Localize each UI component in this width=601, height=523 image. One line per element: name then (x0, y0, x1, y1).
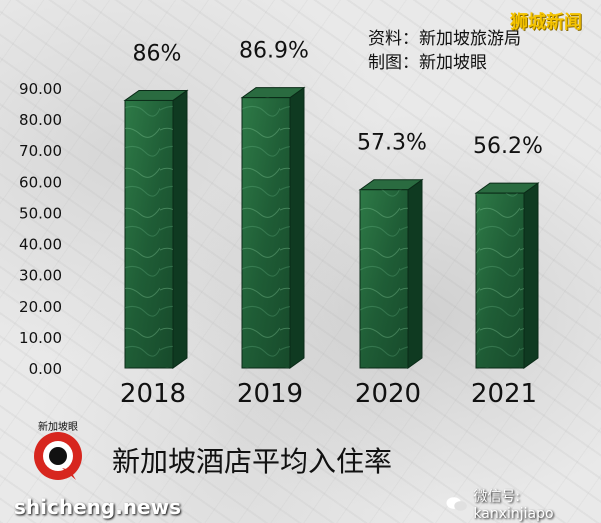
x-tick-label: 2018 (120, 379, 186, 409)
source-chart: 制图：新加坡眼 (368, 48, 487, 73)
watermark-text: 狮城新闻 (510, 12, 582, 33)
source-data: 资料：新加坡旅游局 (368, 24, 521, 49)
data-label: 56.2% (473, 134, 543, 159)
y-tick-label: 50.00 (19, 204, 62, 222)
data-label: 57.3% (357, 131, 427, 156)
bar-side (172, 89, 188, 369)
wechat-text: 微信号: kanxinjiapo (473, 489, 554, 522)
bar-2021 (474, 182, 540, 369)
wechat-icon (446, 497, 467, 511)
bar-2020 (358, 178, 424, 369)
y-tick-label: 60.00 (19, 173, 62, 191)
x-tick-label: 2021 (471, 379, 537, 409)
site-url: shicheng.news (14, 495, 181, 519)
x-tick-label: 2020 (355, 379, 421, 409)
x-tick-label: 2019 (237, 379, 303, 409)
y-tick-label: 10.00 (19, 329, 62, 347)
logo-text: 新加坡眼 (38, 420, 78, 433)
source-chart-value: 新加坡眼 (419, 53, 487, 73)
bar-texture (125, 100, 173, 368)
y-tick-label: 90.00 (19, 80, 62, 98)
y-tick-label: 80.00 (19, 111, 62, 129)
bar-side (407, 178, 423, 369)
data-label: 86% (133, 41, 182, 66)
y-tick-label: 40.00 (19, 236, 62, 254)
bar-2019 (240, 86, 306, 369)
y-tick-label: 20.00 (19, 298, 62, 316)
bar-side (289, 86, 305, 369)
source-data-value: 新加坡旅游局 (419, 29, 521, 49)
bar-texture (242, 97, 290, 369)
chart-title: 新加坡酒店平均入住率 (112, 445, 393, 478)
y-tick-label: 0.00 (29, 360, 62, 378)
data-label: 86.9% (239, 39, 309, 64)
bar-2018 (123, 89, 189, 369)
bar-side (523, 182, 539, 369)
source-chart-label: 制图： (368, 53, 419, 73)
logo-icon: 新加坡眼 (34, 420, 82, 480)
bar-texture (476, 193, 524, 368)
wechat-id: 微信号: kanxinjiapo (446, 486, 601, 522)
y-tick-label: 70.00 (19, 142, 62, 160)
bar-texture (360, 189, 408, 368)
source-data-label: 资料： (368, 29, 419, 49)
y-tick-label: 30.00 (19, 267, 62, 285)
